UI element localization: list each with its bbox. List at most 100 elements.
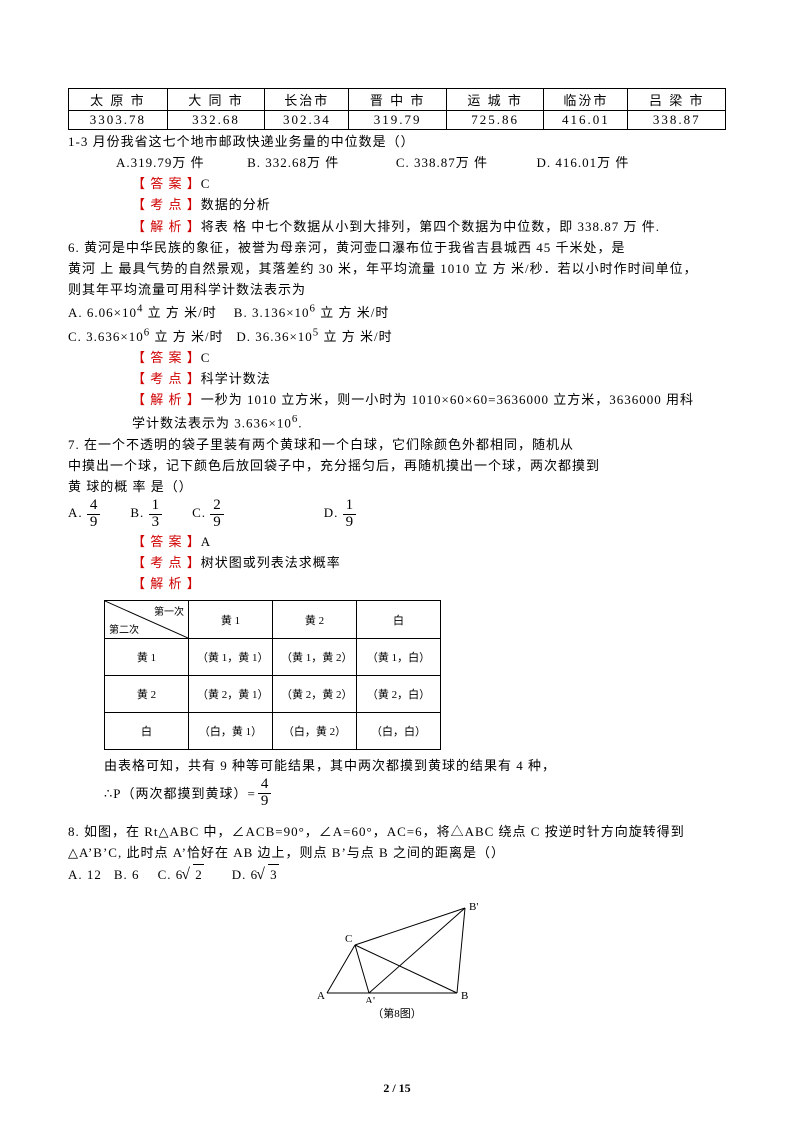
answer-label: 【 答 案 】	[132, 350, 201, 365]
cell: （黄 1，黄 2）	[273, 639, 357, 676]
q5-opt-d: D. 416.01万 件	[536, 155, 629, 170]
q6-opt-c: C. 3.636×106 立 方 米/时	[68, 329, 224, 344]
kd-val: 树状图或列表法求概率	[201, 555, 341, 570]
city-header: 临汾市	[544, 89, 628, 111]
q6-jx-l2: 学计数法表示为 3.636×106.	[68, 411, 726, 433]
answer-val: A	[201, 534, 211, 549]
kd-label: 【 考 点 】	[132, 371, 201, 386]
city-value: 338.87	[628, 111, 726, 130]
q7-jx: 【 解 析 】	[68, 574, 726, 594]
probability-table: 第一次 第二次 黄 1 黄 2 白 黄 1 （黄 1，黄 1） （黄 1，黄 2…	[104, 600, 441, 750]
city-value: 3303.78	[69, 111, 168, 130]
q8-opt-c: C. 62	[158, 864, 204, 885]
q8-options: A. 12 B. 6 C. 62 D. 63	[68, 864, 726, 885]
q6-stem1: 6. 黄河是中华民族的象征，被誉为母亲河，黄河壶口瀑布位于我省吉县城西 45 千…	[68, 238, 726, 258]
q5-intro: 1-3 月份我省这七个地市邮政快递业务量的中位数是（）	[68, 132, 726, 152]
cell: （黄 1，黄 1）	[189, 639, 273, 676]
q7-answer: 【 答 案 】A	[68, 532, 726, 552]
q5-opt-a: A.319.79万 件	[116, 155, 205, 170]
svg-text:A: A	[317, 990, 325, 1002]
q6-opts-ab: A. 6.06×104 立 方 米/时 B. 3.136×106 立 方 米/时	[68, 301, 726, 323]
figure-caption: （第8图）	[68, 1005, 726, 1021]
svg-text:B: B	[461, 990, 468, 1002]
q6-opt-b: B. 3.136×106 立 方 米/时	[234, 305, 390, 320]
cell: （黄 1，白）	[357, 639, 441, 676]
city-header: 吕 梁 市	[628, 89, 726, 111]
jx-text: 一秒为 1010 立方米，则一小时为 1010×60×60=3636000 立方…	[201, 392, 694, 407]
city-value: 416.01	[544, 111, 628, 130]
q5-answer: 【 答 案 】C	[68, 174, 726, 194]
cell: （黄 2，白）	[357, 676, 441, 713]
city-value: 319.79	[349, 111, 447, 130]
cell: （黄 2，黄 1）	[189, 676, 273, 713]
q8-stem1: 8. 如图，在 Rt△ABC 中，∠ACB=90°，∠A=60°，AC=6，将△…	[68, 822, 726, 842]
q7-kd: 【 考 点 】树状图或列表法求概率	[68, 553, 726, 573]
jx-label: 【 解 析 】	[132, 219, 201, 234]
city-header: 运 城 市	[446, 89, 544, 111]
cell: （白，白）	[357, 713, 441, 750]
cities-table: 太 原 市 大 同 市 长治市 晋 中 市 运 城 市 临汾市 吕 梁 市 33…	[68, 88, 726, 130]
row-header: 黄 1	[105, 639, 189, 676]
q7-conc2: ∴P（两次都摸到黄球）= 49	[68, 777, 726, 810]
answer-label: 【 答 案 】	[132, 534, 201, 549]
table-row: 太 原 市 大 同 市 长治市 晋 中 市 运 城 市 临汾市 吕 梁 市	[69, 89, 726, 111]
q7-stem2: 中摸出一个球，记下颜色后放回袋子中，充分摇匀后，再随机摸出一个球，两次都摸到	[68, 456, 726, 476]
q5-opt-b: B. 332.68万 件	[247, 155, 339, 170]
q7-opt-b: B. 13	[130, 498, 162, 531]
table-corner: 第一次 第二次	[105, 601, 189, 639]
svg-text:A': A'	[365, 995, 375, 1003]
svg-text:B': B'	[469, 903, 478, 913]
q7-stem3: 黄 球的概 率 是（）	[68, 477, 726, 497]
jx-val: 将表 格 中七个数据从小到大排列，第四个数据为中位数，即 338.87 万 件.	[201, 219, 660, 234]
q8-figure: A A' B C B' （第8图）	[68, 903, 726, 1021]
kd-label: 【 考 点 】	[132, 555, 201, 570]
answer-val: C	[201, 350, 211, 365]
q6-opt-a: A. 6.06×104 立 方 米/时	[68, 305, 217, 320]
q5-options: A.319.79万 件 B. 332.68万 件 C. 338.87万 件 D.…	[68, 153, 726, 173]
city-header: 长治市	[265, 89, 349, 111]
answer-label: 【 答 案 】	[132, 176, 201, 191]
q6-stem3: 则其年平均流量可用科学计数法表示为	[68, 280, 726, 300]
city-header: 晋 中 市	[349, 89, 447, 111]
table-row: 白 （白，黄 1） （白，黄 2） （白，白）	[105, 713, 441, 750]
q5-opt-c: C. 338.87万 件	[396, 155, 488, 170]
kd-val: 数据的分析	[201, 197, 271, 212]
q6-opts-cd: C. 3.636×106 立 方 米/时 D. 36.36×105 立 方 米/…	[68, 325, 726, 347]
q6-kd: 【 考 点 】科学计数法	[68, 369, 726, 389]
kd-label: 【 考 点 】	[132, 197, 201, 212]
cell: （白，黄 2）	[273, 713, 357, 750]
jx-label: 【 解 析 】	[132, 392, 201, 407]
cell: （黄 2，黄 2）	[273, 676, 357, 713]
row-header: 白	[105, 713, 189, 750]
q5-kd: 【 考 点 】数据的分析	[68, 195, 726, 215]
q6-opt-d: D. 36.36×105 立 方 米/时	[236, 329, 392, 344]
col-header: 黄 1	[189, 601, 273, 639]
city-value: 725.86	[446, 111, 544, 130]
kd-val: 科学计数法	[201, 371, 271, 386]
q6-stem2: 黄河 上 最具气势的自然景观，其落差约 30 米，年平均流量 1010 立 方 …	[68, 259, 726, 279]
col-header: 黄 2	[273, 601, 357, 639]
answer-val: C	[201, 176, 211, 191]
q7-opt-a: A. 49	[68, 498, 100, 531]
city-header: 大 同 市	[167, 89, 265, 111]
q7-options: A. 49 B. 13 C. 29 D. 19	[68, 498, 726, 531]
row-header: 黄 2	[105, 676, 189, 713]
table-row: 黄 2 （黄 2，黄 1） （黄 2，黄 2） （黄 2，白）	[105, 676, 441, 713]
page-number: 2 / 15	[0, 1081, 794, 1096]
q6-jx-l1: 【 解 析 】一秒为 1010 立方米，则一小时为 1010×60×60=363…	[68, 390, 726, 410]
q6-answer: 【 答 案 】C	[68, 348, 726, 368]
q8-opt-d: D. 63	[232, 864, 279, 885]
q8-stem2: △A’B’C, 此时点 A’恰好在 AB 边上，则点 B’与点 B 之间的距离是…	[68, 843, 726, 863]
q5-jx: 【 解 析 】将表 格 中七个数据从小到大排列，第四个数据为中位数，即 338.…	[68, 217, 726, 237]
page: 太 原 市 大 同 市 长治市 晋 中 市 运 城 市 临汾市 吕 梁 市 33…	[0, 0, 794, 1122]
col-header: 白	[357, 601, 441, 639]
q7-opt-c: C. 29	[192, 498, 224, 531]
jx-label: 【 解 析 】	[132, 576, 201, 591]
q7-conc1: 由表格可知，共有 9 种等可能结果，其中两次都摸到黄球的结果有 4 种，	[68, 756, 726, 776]
cell: （白，黄 1）	[189, 713, 273, 750]
table-row: 黄 1 （黄 1，黄 1） （黄 1，黄 2） （黄 1，白）	[105, 639, 441, 676]
q8-opt-b: B. 6	[114, 865, 140, 885]
city-value: 302.34	[265, 111, 349, 130]
q7-opt-d: D. 19	[324, 498, 356, 531]
svg-text:C: C	[345, 933, 352, 945]
